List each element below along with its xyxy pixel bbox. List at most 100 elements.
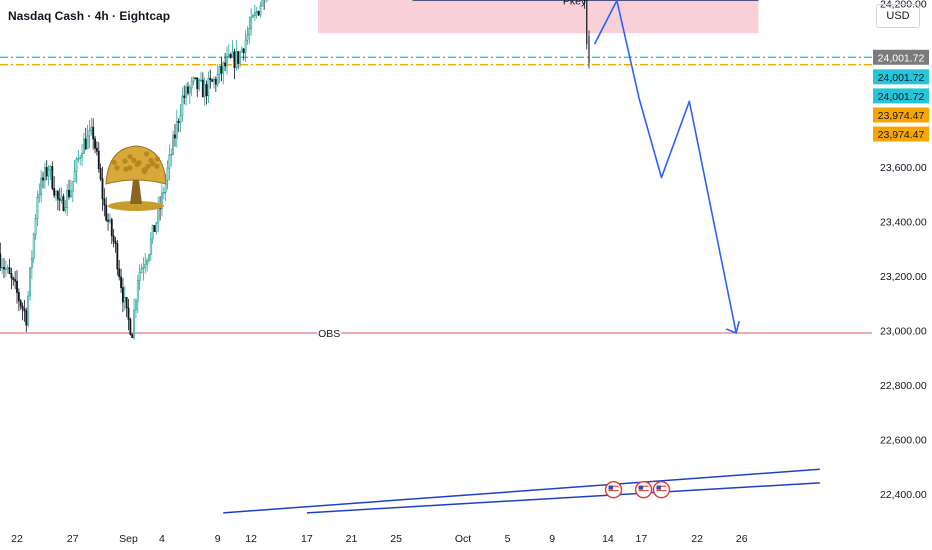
candle-body — [240, 48, 243, 53]
canopy-scale — [154, 156, 160, 162]
price-badge-label: 23,974.47 — [878, 129, 925, 141]
candle-body — [205, 84, 208, 97]
candle-body — [1, 266, 4, 269]
candle-body — [253, 12, 256, 16]
candle-body — [55, 191, 57, 196]
tree-trunk — [130, 180, 142, 204]
candle-body — [146, 259, 149, 265]
flag-canton — [608, 485, 614, 490]
candle-body — [6, 267, 9, 270]
x-tick-label: 26 — [736, 533, 748, 545]
candle-body — [155, 222, 158, 232]
price-badge-label: 24,001.72 — [878, 52, 925, 64]
obs-label-bg — [317, 326, 342, 339]
candle-body — [30, 257, 33, 269]
time-axis[interactable]: 22 27 Sep 4 9 12 17 21 25 Oct 5 9 14 17 22 26 — [11, 533, 748, 545]
candle-body — [8, 267, 11, 274]
candle-body — [69, 190, 72, 198]
candle-body — [110, 219, 113, 237]
candle-body — [242, 48, 245, 54]
candle-body — [188, 87, 191, 94]
x-tick-label: Sep — [119, 533, 138, 545]
y-tick-label: 22,400.00 — [880, 489, 927, 501]
candle-body — [244, 39, 247, 54]
candle-body — [27, 295, 30, 326]
canopy-scale — [111, 159, 117, 166]
y-tick-label: 23,000.00 — [880, 325, 927, 337]
candle-body — [203, 84, 206, 98]
canopy-scale — [141, 169, 147, 175]
candle-body — [25, 310, 28, 326]
x-tick-label: 25 — [390, 533, 402, 545]
tree-base — [108, 201, 164, 211]
x-tick-label: 5 — [505, 533, 511, 545]
price-badge — [873, 107, 929, 123]
canopy-scale — [127, 165, 133, 171]
flag-canton — [656, 485, 661, 490]
candle-body — [73, 171, 76, 182]
candle-body — [0, 253, 2, 268]
candle-body — [151, 225, 154, 240]
candle-body — [131, 334, 134, 339]
candle-body — [112, 235, 115, 242]
flag-stripe — [638, 485, 649, 487]
flag-stripe — [608, 490, 619, 492]
canopy-scale — [136, 160, 142, 166]
candle-body — [166, 167, 169, 181]
price-badge-label: 23,974.47 — [878, 110, 925, 122]
x-tick-label: 21 — [346, 533, 358, 545]
candle-body — [123, 296, 126, 303]
y-tick-label: 22,600.00 — [880, 434, 927, 446]
us-flag-event-icon — [604, 480, 623, 499]
x-tick-label: 27 — [67, 533, 79, 545]
flag-stripe — [638, 490, 649, 492]
flag-stripe — [608, 487, 619, 489]
candle-body — [75, 158, 78, 172]
candle-body — [23, 308, 26, 312]
flag-stripe — [638, 487, 649, 489]
candle-body — [183, 95, 186, 98]
projection-arrowhead — [725, 320, 740, 335]
candle-body — [224, 62, 227, 67]
event-ring — [652, 480, 671, 499]
currency-selector[interactable]: USD — [876, 4, 920, 28]
golden-tree-emblem — [105, 145, 167, 211]
candle-body — [588, 35, 590, 64]
candle-body — [248, 27, 251, 36]
x-tick-label: 17 — [636, 533, 648, 545]
y-tick-label: 23,600.00 — [880, 162, 927, 174]
candle-body — [12, 277, 15, 280]
candle-body — [218, 66, 221, 75]
candle-body — [84, 138, 87, 150]
candle-body — [60, 196, 63, 201]
candle-body — [43, 167, 46, 181]
canopy-scale — [122, 158, 128, 164]
candle-body — [107, 219, 109, 222]
candle-body — [170, 153, 173, 156]
us-flag-event-icon — [634, 480, 653, 499]
event-ring — [634, 480, 653, 499]
obs-label: OBS — [318, 328, 340, 340]
us-flag-event-icon — [652, 480, 671, 499]
canopy-scale — [114, 165, 120, 171]
candle-body — [194, 77, 197, 79]
y-tick-label: 23,400.00 — [880, 216, 927, 228]
candle-body — [209, 77, 212, 81]
y-tick-label: 22,800.00 — [880, 380, 927, 392]
candle-body — [14, 279, 17, 282]
candle-body — [120, 276, 122, 288]
projection-path — [593, 0, 737, 334]
x-tick-label: 22 — [691, 533, 703, 545]
candle-body — [92, 126, 95, 140]
price-badge — [873, 69, 929, 85]
candle-body — [53, 188, 56, 196]
flag-stripe — [656, 487, 667, 489]
candle-body — [246, 34, 249, 41]
candle-body — [94, 138, 96, 149]
candle-body — [149, 238, 152, 256]
candle-body — [213, 78, 215, 82]
candle-body — [136, 280, 139, 302]
event-ring — [604, 480, 623, 499]
flag-stripe — [656, 492, 667, 494]
